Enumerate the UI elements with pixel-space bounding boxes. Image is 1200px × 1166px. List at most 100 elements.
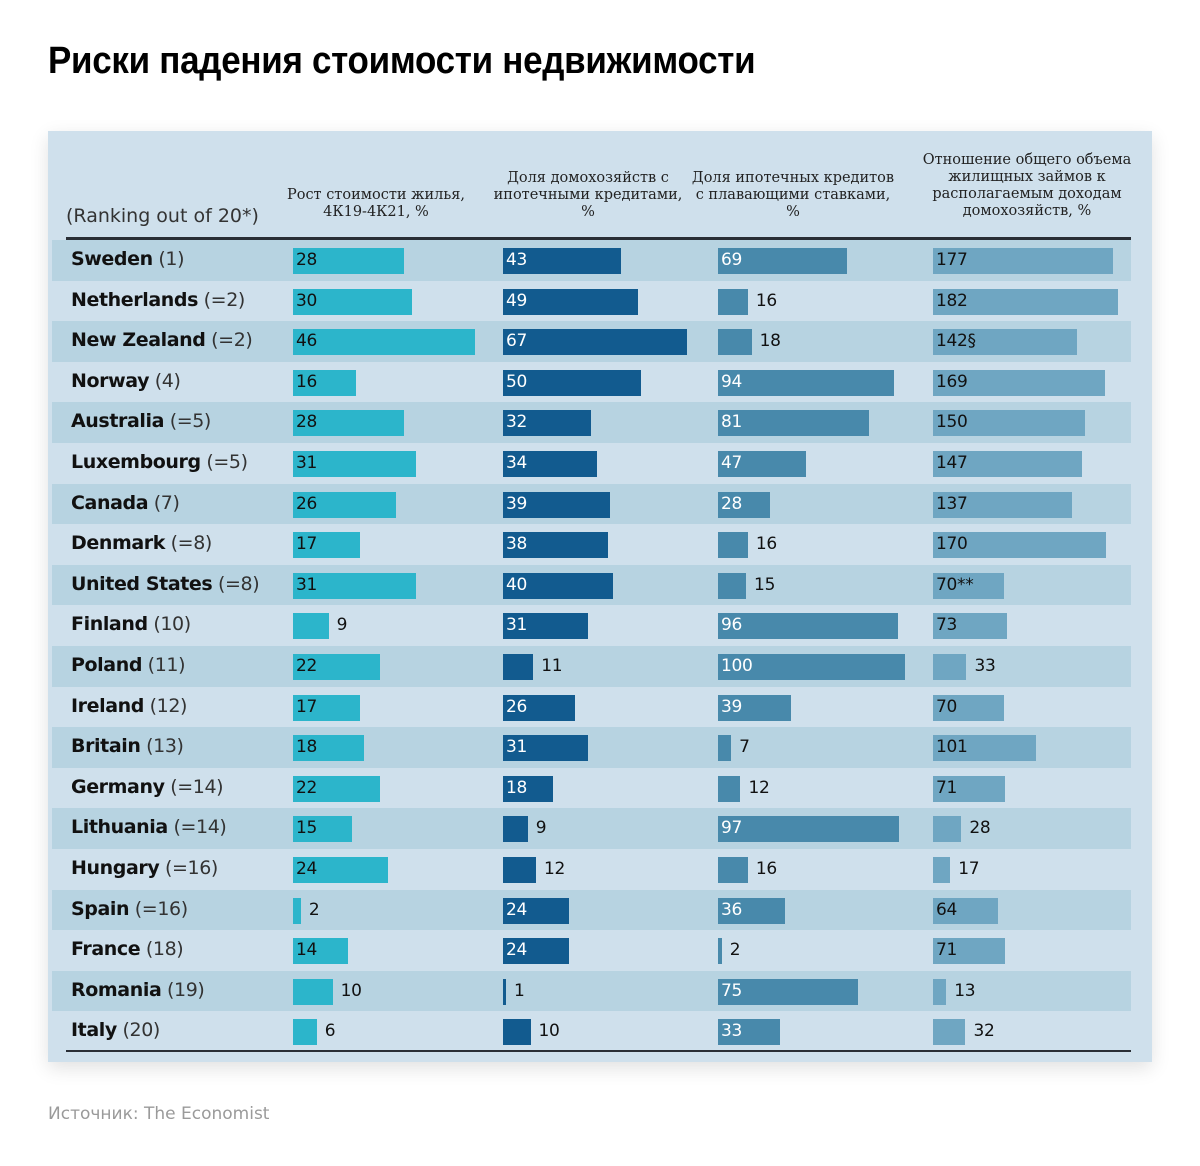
country-label: Luxembourg (=5) xyxy=(71,451,248,473)
country-rank: (4) xyxy=(149,369,181,392)
bar-label-debt_to_income: 170 xyxy=(936,534,968,555)
bar-households_with_mortgage xyxy=(503,735,589,762)
bar-label-debt_to_income: 64 xyxy=(936,899,958,920)
bar-house_price_growth xyxy=(293,857,389,883)
bar-label-floating_rate_share: 94 xyxy=(721,371,743,392)
chart-panel: (Ranking out of 20*) Рост стоимости жиль… xyxy=(48,131,1152,1062)
table-row: Australia (=5) 28 32 81 150 xyxy=(52,402,1131,443)
bar-house_price_growth xyxy=(293,694,361,721)
bar-house_price_growth xyxy=(293,613,329,640)
bar-label-households_with_mortgage: 1 xyxy=(514,980,525,1001)
table-row: United States (=8) 31 40 15 70** xyxy=(52,564,1131,606)
bar-floating_rate_share xyxy=(718,694,791,721)
country-name: Australia xyxy=(71,410,165,433)
country-name: Canada xyxy=(71,491,149,514)
bar-label-floating_rate_share: 97 xyxy=(721,818,743,839)
country-label: Finland (10) xyxy=(71,613,191,635)
bar-house_price_growth xyxy=(293,978,333,1005)
table-row: Netherlands (=2) 30 49 16 182 xyxy=(52,281,1131,322)
bar-house_price_growth xyxy=(293,816,353,843)
bar-house_price_growth xyxy=(293,491,396,518)
country-name: Spain xyxy=(71,897,130,920)
bar-label-households_with_mortgage: 38 xyxy=(506,534,528,555)
country-rank: (19) xyxy=(161,978,205,1001)
bar-debt_to_income xyxy=(933,369,1105,396)
country-name: Lithuania xyxy=(71,816,168,839)
bar-households_with_mortgage xyxy=(503,451,597,477)
table-row: Sweden (1) 28 43 69 177 xyxy=(52,240,1131,281)
table-row: Hungary (=16) 24 12 16 17 xyxy=(52,849,1131,890)
bar-house_price_growth xyxy=(293,329,476,356)
bar-label-house_price_growth: 15 xyxy=(296,818,318,839)
bar-floating_rate_share xyxy=(718,532,748,559)
bar-households_with_mortgage xyxy=(503,857,536,883)
bar-label-debt_to_income: 28 xyxy=(969,818,991,839)
bar-label-households_with_mortgage: 11 xyxy=(541,656,563,676)
column-header-house-price-growth: Рост стоимости жилья, 4К19-4К21, % xyxy=(286,187,466,220)
country-name: Finland xyxy=(71,613,148,636)
country-label: Denmark (=8) xyxy=(71,532,212,554)
country-rank: (18) xyxy=(140,938,184,961)
bar-households_with_mortgage xyxy=(503,1019,531,1046)
bar-label-households_with_mortgage: 12 xyxy=(544,859,566,879)
bar-label-households_with_mortgage: 34 xyxy=(506,453,528,473)
country-rank: (=2) xyxy=(198,288,246,311)
country-rank: (=8) xyxy=(165,532,213,555)
bar-floating_rate_share xyxy=(718,613,898,640)
bar-floating_rate_share xyxy=(718,897,786,924)
bottom-rule xyxy=(66,1050,1131,1052)
bar-debt_to_income xyxy=(933,775,1006,802)
bar-label-floating_rate_share: 12 xyxy=(748,777,770,798)
country-name: New Zealand xyxy=(71,329,206,352)
bar-label-debt_to_income: 73 xyxy=(936,615,958,636)
row-header: (Ranking out of 20*) xyxy=(66,205,259,227)
bar-label-debt_to_income: 32 xyxy=(973,1021,995,1042)
country-label: Ireland (12) xyxy=(71,695,187,717)
bar-label-debt_to_income: 17 xyxy=(958,859,980,879)
bar-floating_rate_share xyxy=(718,1019,780,1046)
bar-label-house_price_growth: 31 xyxy=(296,453,318,473)
country-name: France xyxy=(71,938,141,961)
bar-label-households_with_mortgage: 67 xyxy=(506,331,528,352)
bar-floating_rate_share xyxy=(718,288,748,315)
country-label: Netherlands (=2) xyxy=(71,289,245,311)
country-name: Britain xyxy=(71,735,141,758)
column-header-households-with-mortgage: Доля домохозяйств с ипотечными кредитами… xyxy=(493,170,683,220)
bar-households_with_mortgage xyxy=(503,491,611,518)
bar-debt_to_income xyxy=(933,857,951,883)
bar-label-debt_to_income: 71 xyxy=(936,940,958,961)
bar-label-floating_rate_share: 16 xyxy=(755,290,777,311)
bar-debt_to_income xyxy=(933,816,962,843)
bar-floating_rate_share xyxy=(718,816,900,843)
table-row: Britain (13) 18 31 7 101 xyxy=(52,727,1131,768)
bar-label-floating_rate_share: 15 xyxy=(754,574,776,595)
bar-floating_rate_share xyxy=(718,654,905,680)
country-name: Hungary xyxy=(71,857,160,879)
country-rank: (=5) xyxy=(164,410,212,433)
bar-label-debt_to_income: 70 xyxy=(936,696,958,717)
bar-label-floating_rate_share: 36 xyxy=(721,899,743,920)
bar-label-house_price_growth: 16 xyxy=(296,371,318,392)
bar-label-floating_rate_share: 2 xyxy=(729,940,741,961)
table-row: Italy (20) 6 10 33 32 xyxy=(52,1011,1131,1052)
table-row: Germany (=14) 22 18 12 71 xyxy=(52,768,1131,809)
bar-debt_to_income xyxy=(933,451,1083,477)
table-row: Ireland (12) 17 26 39 70 xyxy=(52,687,1131,728)
bar-label-households_with_mortgage: 10 xyxy=(538,1021,560,1042)
country-rank: (7) xyxy=(148,491,180,514)
bar-label-floating_rate_share: 47 xyxy=(721,453,743,473)
bar-debt_to_income xyxy=(933,938,1006,965)
country-name: Luxembourg xyxy=(71,451,201,473)
bar-label-floating_rate_share: 16 xyxy=(755,859,777,879)
bar-label-households_with_mortgage: 31 xyxy=(506,737,528,758)
bar-households_with_mortgage xyxy=(503,248,622,274)
bar-floating_rate_share xyxy=(718,248,848,274)
bar-debt_to_income xyxy=(933,248,1113,274)
table-row: New Zealand (=2) 46 67 18 142§ xyxy=(52,321,1131,362)
country-name: Ireland xyxy=(71,694,144,717)
country-rank: (=2) xyxy=(205,329,253,352)
bar-label-debt_to_income: 13 xyxy=(954,980,976,1001)
bar-debt_to_income xyxy=(933,978,947,1005)
bar-label-households_with_mortgage: 39 xyxy=(506,493,528,514)
bar-floating_rate_share xyxy=(718,735,732,762)
